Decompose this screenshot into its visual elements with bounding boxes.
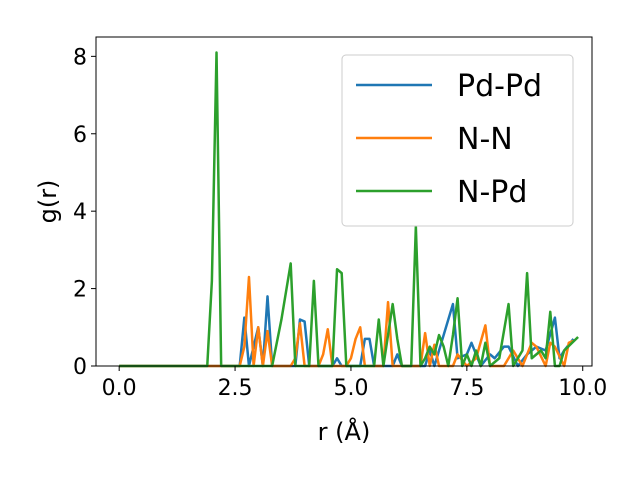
legend-label-0: Pd-Pd xyxy=(457,69,542,104)
y-tick-label: 8 xyxy=(73,45,87,70)
legend: Pd-Pd N-N N-Pd xyxy=(341,54,574,227)
legend-box xyxy=(341,54,574,227)
legend-label-1: N-N xyxy=(457,122,513,157)
plot-frame xyxy=(95,36,593,367)
legend-label-2: N-Pd xyxy=(457,175,527,210)
x-tick-label: 5.0 xyxy=(333,376,368,401)
y-tick-label: 2 xyxy=(73,278,87,303)
x-axis-ticks: 0.0 2.5 5.0 7.5 10.0 xyxy=(102,366,607,401)
y-axis-label: g(r) xyxy=(34,180,62,224)
y-axis-ticks: 0 2 4 6 8 xyxy=(73,45,96,380)
y-tick-label: 0 xyxy=(73,355,87,380)
x-tick-label: 7.5 xyxy=(449,376,484,401)
y-tick-label: 6 xyxy=(73,123,87,148)
x-axis-label: r (Å) xyxy=(318,417,371,446)
x-tick-label: 2.5 xyxy=(218,376,253,401)
x-tick-label: 10.0 xyxy=(558,376,607,401)
series-line-1 xyxy=(119,275,574,368)
x-tick-label: 0.0 xyxy=(102,376,137,401)
y-tick-label: 4 xyxy=(73,200,87,225)
